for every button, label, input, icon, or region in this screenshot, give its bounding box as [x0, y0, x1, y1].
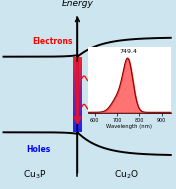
- Bar: [73, 108, 82, 110]
- Bar: [73, 125, 82, 127]
- Bar: [73, 72, 82, 74]
- Bar: [73, 74, 82, 76]
- Bar: [73, 59, 82, 60]
- Bar: [73, 66, 82, 68]
- Bar: [73, 83, 82, 85]
- Bar: [73, 81, 82, 83]
- Bar: [73, 96, 82, 98]
- Bar: [73, 76, 82, 77]
- Bar: [73, 102, 82, 104]
- Bar: [73, 64, 82, 66]
- Bar: [73, 57, 82, 59]
- Bar: [73, 93, 82, 94]
- Bar: [73, 130, 82, 132]
- Bar: [73, 85, 82, 87]
- Bar: [73, 100, 82, 102]
- Bar: [73, 94, 82, 96]
- Bar: [73, 119, 82, 121]
- Text: Holes: Holes: [27, 145, 51, 154]
- Text: Cu$_3$P: Cu$_3$P: [23, 169, 47, 181]
- Bar: [73, 106, 82, 108]
- Text: Electrons: Electrons: [33, 37, 73, 46]
- Bar: [73, 117, 82, 119]
- Bar: [73, 121, 82, 123]
- X-axis label: Wavelength (nm): Wavelength (nm): [106, 124, 152, 129]
- Bar: [73, 104, 82, 106]
- Bar: [73, 91, 82, 93]
- Bar: [73, 115, 82, 117]
- Bar: [73, 112, 82, 113]
- Bar: [73, 123, 82, 125]
- Bar: [73, 89, 82, 91]
- Bar: [73, 98, 82, 100]
- Bar: [73, 60, 82, 62]
- Text: 749.4: 749.4: [119, 49, 137, 54]
- Bar: [73, 129, 82, 130]
- Bar: [73, 127, 82, 129]
- Text: Energy: Energy: [61, 0, 93, 8]
- Text: Cu$_2$O: Cu$_2$O: [114, 169, 139, 181]
- Bar: [73, 68, 82, 70]
- Bar: [73, 87, 82, 89]
- Bar: [73, 110, 82, 112]
- Bar: [73, 77, 82, 79]
- Text: Emission: Emission: [89, 90, 120, 96]
- Bar: [73, 62, 82, 64]
- Bar: [73, 113, 82, 115]
- Bar: [73, 79, 82, 81]
- Bar: [73, 70, 82, 72]
